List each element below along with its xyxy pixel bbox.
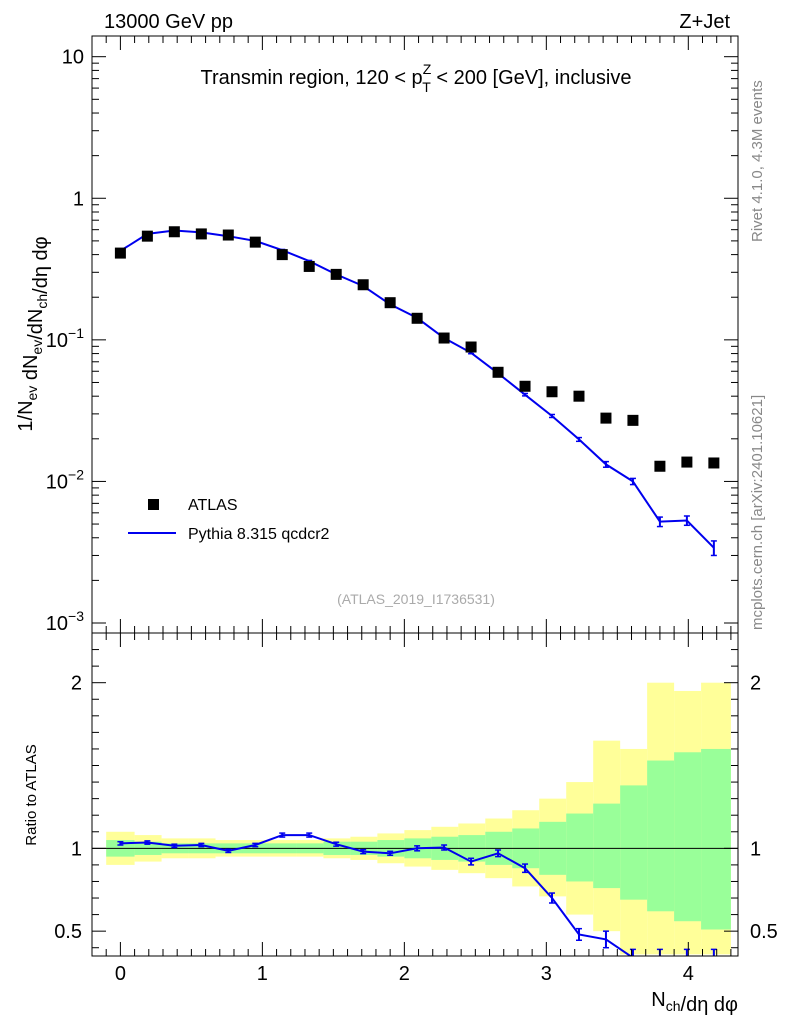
- main-y-tick-label: 10−1: [46, 325, 84, 352]
- ratio-stat-uncertainty-band: [620, 785, 648, 900]
- atlas-data-point: [303, 260, 315, 272]
- atlas-data-point: [708, 457, 720, 469]
- mcplots-side-label: mcplots.cern.ch [arXiv:2401.10621]: [749, 395, 766, 630]
- atlas-data-point: [600, 412, 612, 424]
- ratio-x-tick-label: 1: [257, 963, 268, 985]
- main-title: Transmin region, 120 < pZ T < 200 [GeV], …: [201, 61, 632, 95]
- atlas-data-point: [411, 312, 423, 324]
- atlas-data-point: [168, 226, 180, 238]
- ratio-x-tick-label: 0: [115, 963, 126, 985]
- atlas-data-point: [141, 230, 153, 242]
- main-y-tick-label: 10−2: [46, 466, 84, 493]
- ratio-x-tick-label: 2: [399, 963, 410, 985]
- main-y-tick-label: 10: [62, 47, 84, 69]
- ratio-y-tick-label-right: 1: [750, 838, 761, 860]
- ratio-y-tick-label-right: 2: [750, 673, 761, 695]
- ratio-y-tick-label-left: 1: [71, 838, 82, 860]
- legend-marker-atlas: [148, 499, 159, 510]
- atlas-data-point: [438, 332, 450, 344]
- ratio-stat-uncertainty-band: [701, 748, 731, 930]
- atlas-data-point: [195, 228, 207, 240]
- ratio-panel-frame: [91, 632, 739, 957]
- ratio-y-tick-label-right: 0.5: [750, 921, 778, 943]
- x-axis-label: Nch/dη dφ: [651, 989, 738, 1016]
- ratio-stat-uncertainty-band: [566, 813, 594, 882]
- rivet-side-label: Rivet 4.1.0, 4.3M events: [749, 80, 766, 242]
- main-panel-frame: [91, 35, 739, 634]
- main-y-tick-label: 1: [73, 188, 84, 210]
- atlas-data-point: [330, 268, 342, 280]
- atlas-data-point: [654, 460, 666, 472]
- header-right-label: Z+Jet: [679, 11, 730, 33]
- ratio-y-tick-label-left: 0.5: [54, 921, 82, 943]
- atlas-data-point: [546, 386, 558, 398]
- header-left-label: 13000 GeV pp: [104, 11, 233, 33]
- main-panel: 10 1 10−1 10−2 10−3 Transmin region, 120 < p…: [15, 35, 739, 635]
- ratio-stat-uncertainty-band: [647, 760, 675, 912]
- atlas-data-point: [357, 279, 369, 291]
- main-y-tick-label: 10−3: [46, 608, 84, 635]
- legend: ATLAS Pythia 8.315 qcdcr2: [128, 497, 330, 543]
- atlas-data-point: [681, 456, 693, 468]
- ratio-x-tick-label: 4: [683, 963, 694, 985]
- legend-label-atlas: ATLAS: [188, 497, 238, 514]
- ratio-y-axis-label: Ratio to ATLAS: [23, 744, 40, 845]
- ratio-x-tick-label: 3: [541, 963, 552, 985]
- atlas-data-point: [465, 341, 477, 353]
- atlas-data-point: [384, 297, 396, 309]
- ratio-panel: 0.5 0.5 1 1 2 2 0 1 2 3 4 Ratio to ATLAS Nch/dη dφ: [23, 632, 778, 1016]
- main-y-axis-label: 1/Nev dNev/dNch/dη dφ: [15, 236, 52, 431]
- atlas-data-point: [519, 380, 531, 392]
- main-watermark: (ATLAS_2019_I1736531): [337, 591, 495, 607]
- atlas-data-point: [249, 236, 261, 248]
- ratio-stat-uncertainty-band: [593, 803, 621, 889]
- legend-label-pythia: Pythia 8.315 qcdcr2: [188, 526, 330, 543]
- ratio-stat-uncertainty-band: [674, 752, 702, 922]
- atlas-data-point: [276, 249, 288, 261]
- atlas-data-point: [114, 247, 126, 259]
- atlas-data-point: [627, 414, 639, 426]
- atlas-data-point: [492, 366, 504, 378]
- ratio-y-tick-label-left: 2: [71, 673, 82, 695]
- atlas-data-point: [222, 229, 234, 241]
- atlas-data-point: [573, 390, 585, 402]
